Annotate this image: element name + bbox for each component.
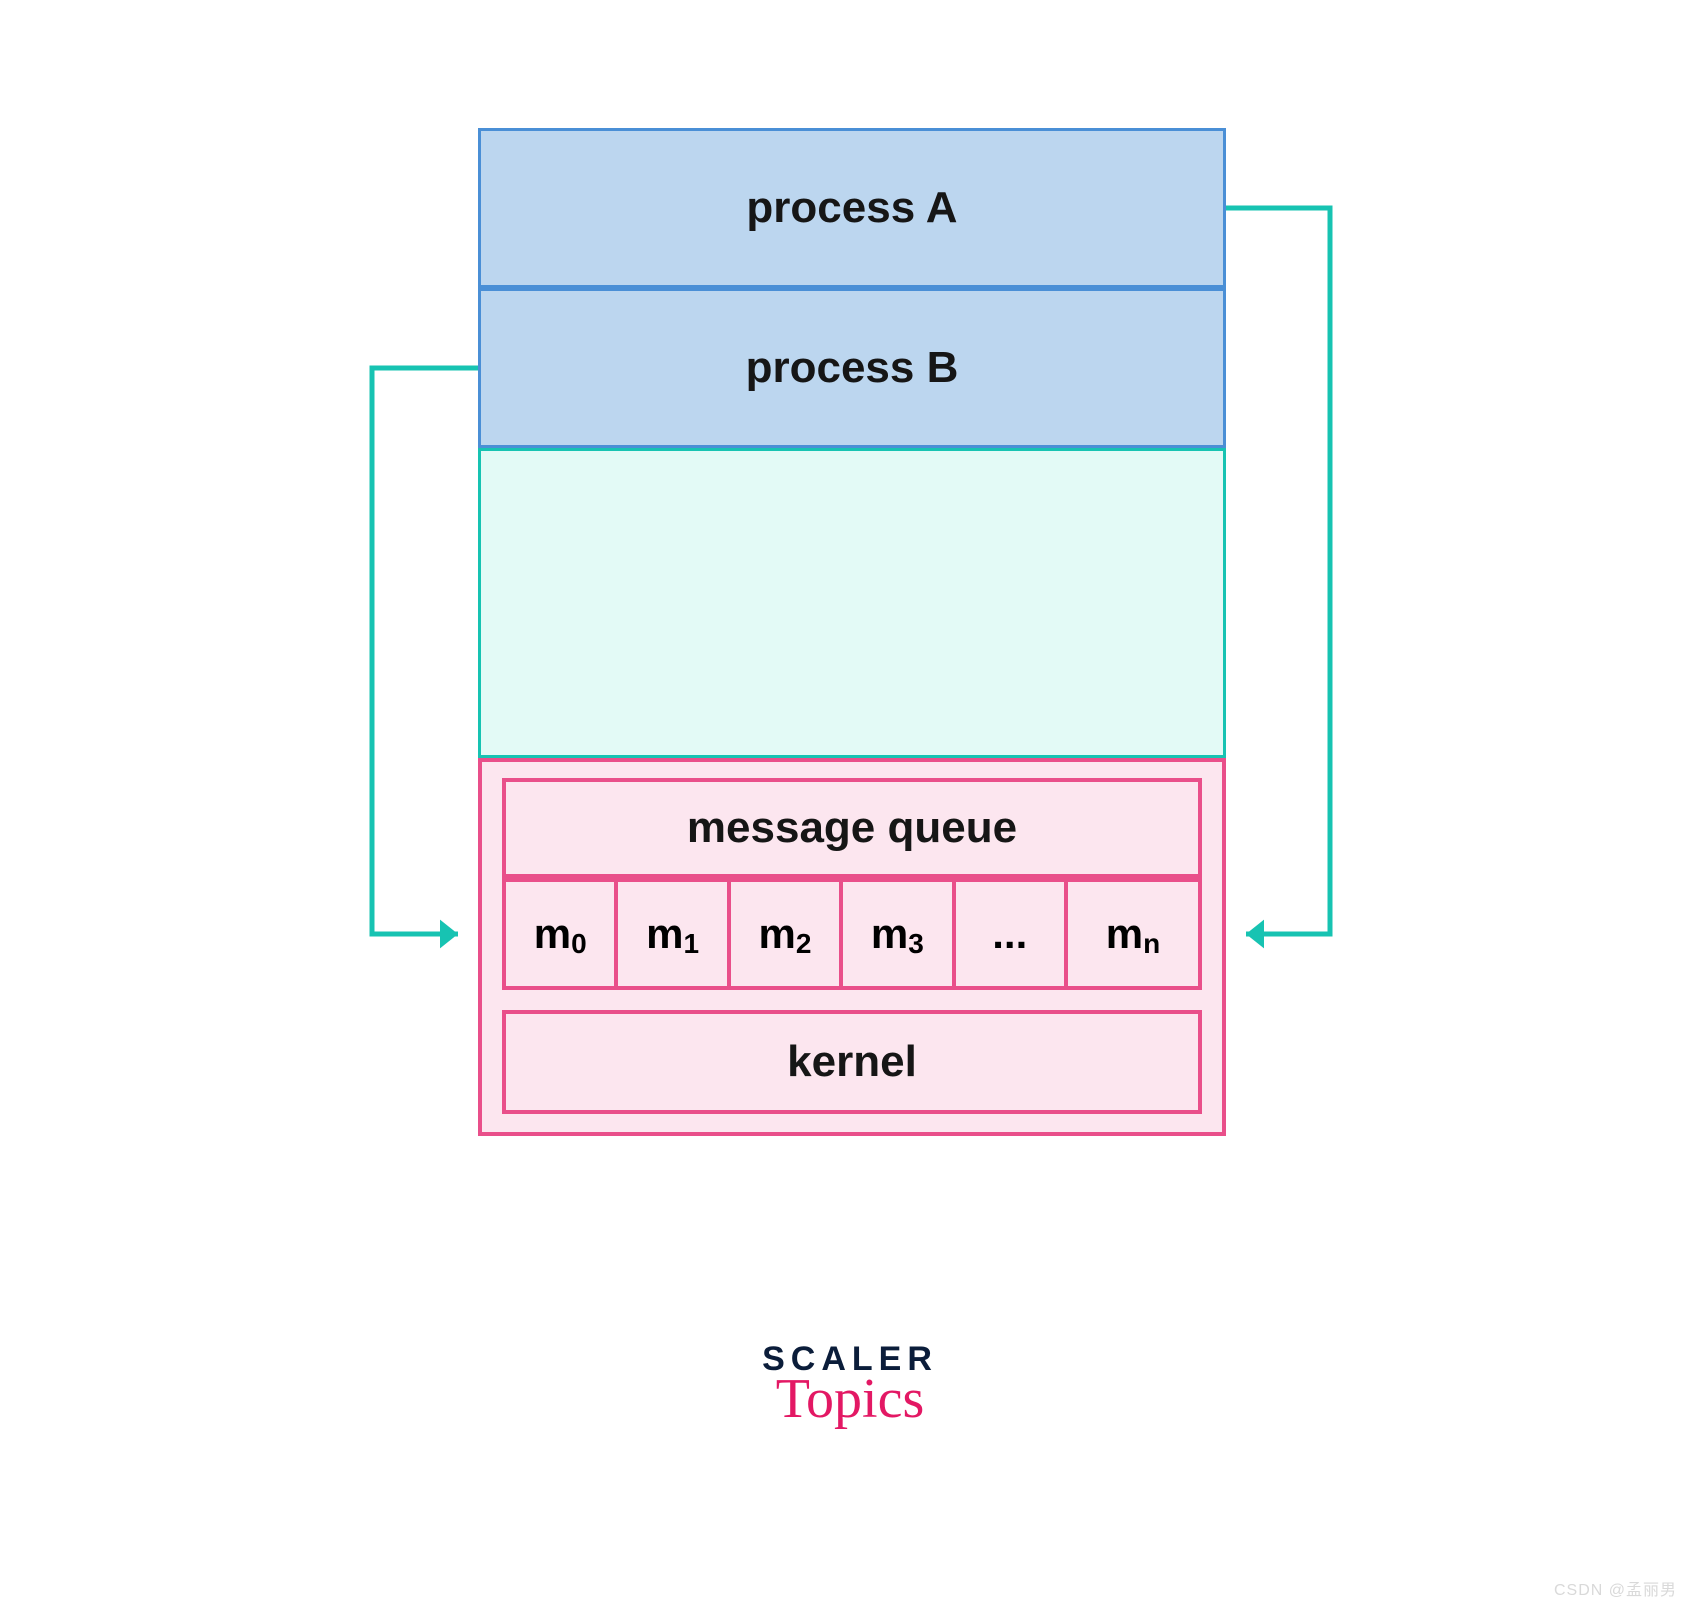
scaler-topics-logo: SCALER Topics [730, 1340, 970, 1431]
watermark-text: CSDN @孟丽男 [1554, 1576, 1677, 1600]
queue-cells-row: m0m1m2m3...mn [502, 878, 1202, 990]
queue-cell: m1 [618, 878, 730, 990]
diagram-stage: process A process B message queue m0m1m2… [0, 0, 1701, 1618]
kernel-label: kernel [787, 1037, 917, 1087]
kernel-label-box: kernel [502, 1010, 1202, 1114]
queue-cell: mn [1068, 878, 1202, 990]
process-b-label: process B [746, 343, 959, 393]
queue-cell: m2 [731, 878, 843, 990]
queue-cell: m0 [502, 878, 618, 990]
queue-cell: m3 [843, 878, 955, 990]
message-queue-box: message queue [502, 778, 1202, 878]
process-a-box: process A [478, 128, 1226, 288]
spacer-box [478, 448, 1226, 758]
message-queue-label: message queue [687, 803, 1017, 853]
queue-cell: ... [956, 878, 1068, 990]
process-a-label: process A [746, 183, 957, 233]
process-b-box: process B [478, 288, 1226, 448]
